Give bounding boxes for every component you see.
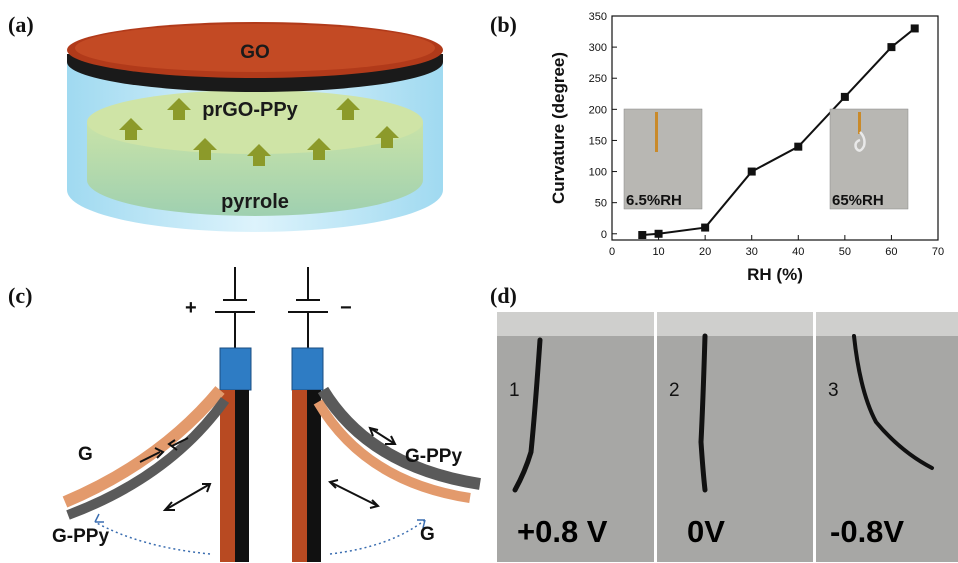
up-arrow-icon [307, 138, 331, 160]
go-label: GO [240, 42, 270, 63]
data-point [701, 223, 710, 232]
right-motion-arrow-icon [329, 519, 426, 555]
inset-label-high-rh: 65%RH [832, 192, 884, 209]
left-inner-label: G-PPy [52, 526, 109, 547]
up-arrow-icon [167, 98, 191, 120]
up-arrow-icon [193, 138, 217, 160]
left-motion-arrow-icon [94, 521, 211, 555]
up-arrow-icon [119, 118, 143, 140]
x-tick-label: 70 [932, 246, 944, 258]
panel-label-a: (a) [8, 12, 34, 37]
voltage-label-positive: +0.8 V [517, 514, 608, 549]
photo-zero-voltage: 2 0V [657, 312, 813, 562]
left-outer-label: G [78, 444, 93, 465]
right-electrode [291, 347, 324, 391]
inset-photo-high-rh: 65%RH [829, 108, 909, 210]
panel-a-diagram: GO prGO-PPy pyrrole [67, 22, 443, 232]
right-inner-label: G [420, 524, 435, 545]
right-outer-label: G-PPy [405, 446, 462, 467]
x-tick-label: 10 [652, 246, 664, 258]
x-tick-label: 50 [839, 246, 851, 258]
x-tick-label: 20 [699, 246, 711, 258]
y-tick-label: 0 [601, 229, 607, 241]
y-axis-label: Curvature (degree) [549, 52, 568, 204]
x-axis-label: RH (%) [747, 265, 803, 284]
y-tick-label: 200 [589, 104, 607, 116]
left-electrode [219, 347, 252, 391]
panel-label-c: (c) [8, 283, 33, 308]
y-tick-label: 100 [589, 167, 607, 179]
data-point [747, 167, 756, 176]
data-point [910, 24, 919, 33]
y-tick-label: 350 [589, 11, 607, 23]
voltage-label-negative: -0.8V [830, 514, 905, 549]
curvature-chart: 0 10 20 30 40 50 60 70 0 50 100 150 200 250 300 350 RH (… [549, 11, 944, 284]
data-point [887, 43, 896, 52]
x-tick-label: 60 [885, 246, 897, 258]
minus-sign: − [340, 297, 352, 319]
y-tick-label: 300 [589, 42, 607, 54]
y-tick-label: 250 [589, 73, 607, 85]
photo-negative-voltage: 3 -0.8V [816, 312, 958, 562]
curvature-series-line [642, 27, 916, 237]
plot-frame [611, 15, 939, 241]
data-point [794, 142, 803, 151]
inset-photo-low-rh: 6.5%RH [623, 108, 703, 210]
prgo-ppy-label: prGO-PPy [202, 99, 298, 121]
photo-number-2: 2 [669, 380, 680, 401]
data-point [654, 229, 663, 238]
panel-c-diagram: + − G G-PPy G-PPy G [52, 267, 481, 562]
photo-number-3: 3 [828, 380, 839, 401]
arrow-group [119, 98, 399, 166]
panel-label-b: (b) [490, 12, 517, 37]
pyrrole-label: pyrrole [221, 191, 289, 213]
voltage-label-zero: 0V [687, 514, 725, 549]
up-arrow-icon [247, 144, 271, 166]
data-point [638, 231, 647, 240]
y-tick-label: 50 [595, 198, 607, 210]
up-arrow-icon [375, 126, 399, 148]
x-tick-label: 0 [609, 246, 615, 258]
inset-label-low-rh: 6.5%RH [626, 192, 682, 209]
up-arrow-icon [336, 98, 360, 120]
x-tick-label: 30 [746, 246, 758, 258]
plus-sign: + [185, 297, 197, 319]
data-point [840, 92, 849, 101]
y-tick-label: 150 [589, 135, 607, 147]
x-tick-label: 40 [792, 246, 804, 258]
photo-number-1: 1 [509, 380, 520, 401]
photo-positive-voltage: 1 +0.8 V [497, 312, 654, 562]
panel-label-d: (d) [490, 283, 517, 308]
